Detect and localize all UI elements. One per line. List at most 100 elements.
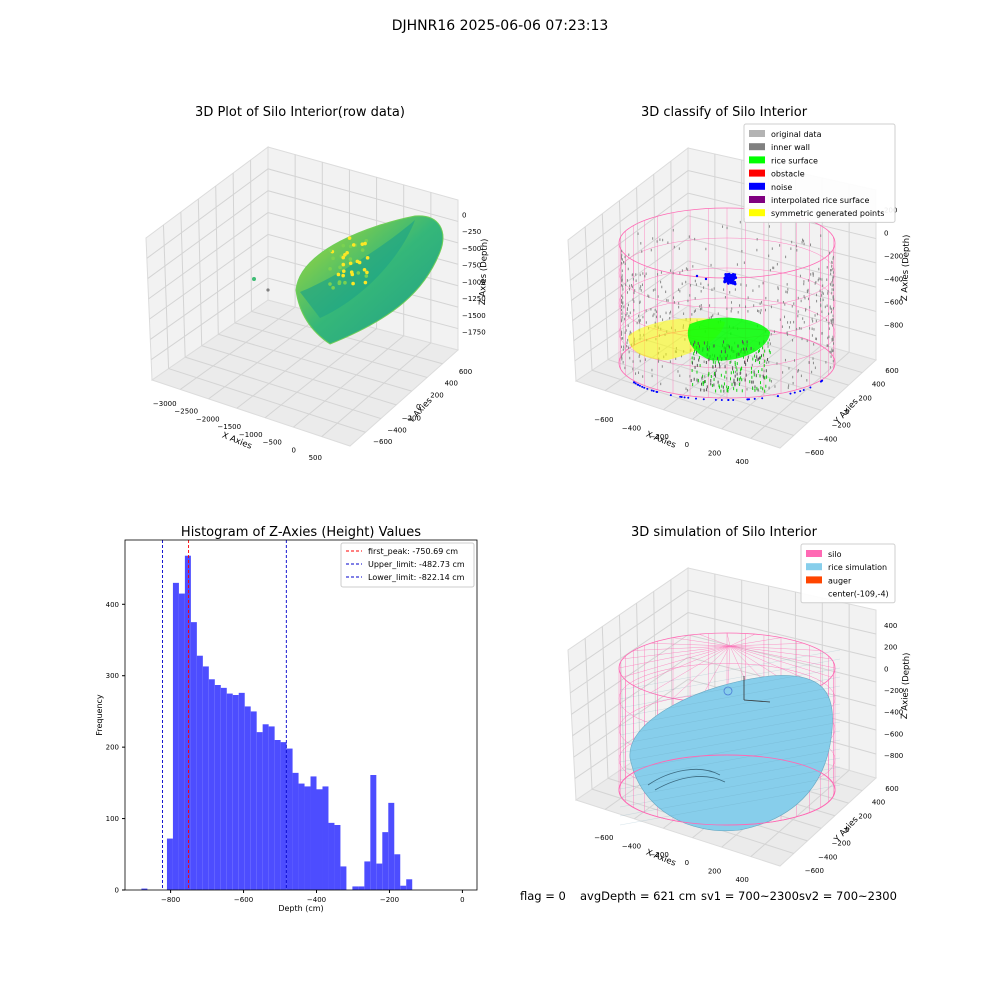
mesh-line	[619, 739, 841, 781]
y-tick-label: 0	[115, 887, 119, 895]
inner-wall-point	[747, 296, 749, 299]
rice-surface-point	[720, 389, 722, 393]
y-tick-label: −400	[387, 426, 406, 434]
inner-wall-point	[645, 321, 647, 324]
inner-wall-point	[826, 344, 828, 347]
inner-wall-point	[821, 291, 823, 294]
rice-surface-point	[713, 344, 715, 348]
inner-wall-point	[622, 288, 624, 291]
inner-wall-point	[805, 307, 807, 311]
inner-wall-point	[657, 295, 659, 298]
rice-surface-point	[741, 340, 743, 344]
rice-surface-point	[759, 374, 761, 378]
x-tick-label: 400	[735, 458, 748, 466]
rice-surface-point	[715, 374, 717, 378]
rice-simulation-surface	[629, 675, 833, 832]
rice-surface-point	[726, 388, 728, 392]
inner-wall-point	[624, 262, 626, 265]
inner-wall-point	[811, 317, 813, 321]
inner-wall-point	[830, 283, 832, 286]
inner-wall-point	[633, 300, 635, 303]
noise-point	[680, 395, 683, 398]
rice-surface-point	[736, 352, 738, 356]
rice-surface-point	[758, 349, 760, 353]
inner-wall-point	[815, 337, 817, 341]
inner-wall-point	[640, 242, 642, 245]
inner-wall-point	[656, 315, 658, 319]
inner-wall-point	[621, 319, 623, 323]
inner-wall-point	[779, 244, 781, 247]
inner-wall-point	[761, 300, 763, 304]
inner-wall-point	[632, 278, 634, 281]
rice-surface-point	[697, 378, 699, 382]
inner-wall-point	[799, 274, 801, 278]
inner-wall-point	[740, 283, 742, 286]
inner-wall-point	[689, 294, 691, 297]
rice-surface-point	[722, 385, 724, 389]
inner-wall-point	[632, 360, 634, 363]
rice-surface-point	[727, 389, 729, 393]
inner-wall-point	[700, 307, 702, 311]
silo-roof-ray	[622, 645, 731, 660]
data-point	[364, 238, 369, 243]
inner-wall-point	[627, 267, 629, 271]
inner-wall-point	[621, 305, 623, 308]
inner-wall-point	[681, 269, 683, 272]
inner-wall-point	[803, 295, 805, 298]
rice-surface-point	[718, 384, 720, 388]
inner-wall-point	[830, 355, 832, 358]
inner-wall-point	[785, 290, 787, 294]
inner-wall-point	[739, 381, 741, 385]
z-tick-label: −200	[884, 687, 903, 695]
data-point	[336, 272, 341, 277]
rice-surface-point	[745, 373, 747, 377]
classify-legend-swatch	[749, 182, 765, 190]
rice-surface-point	[705, 360, 707, 364]
rice-surface-point	[751, 380, 753, 384]
rice-surface-point	[754, 354, 756, 358]
inner-wall-point	[669, 316, 671, 320]
inner-wall-point	[621, 331, 623, 335]
rice-surface-point	[768, 349, 770, 353]
rice-surface-point	[751, 370, 753, 374]
histogram-bar	[304, 786, 311, 890]
rice-surface-point	[763, 376, 765, 380]
inner-wall-point	[792, 375, 794, 379]
rice-surface-point	[746, 343, 748, 347]
z-tick-label: −600	[884, 299, 903, 307]
inner-wall-point	[785, 255, 787, 259]
x-tick-label: 0	[292, 446, 296, 454]
inner-wall-point	[710, 263, 712, 267]
inner-wall-point	[621, 312, 623, 315]
inner-wall-point	[713, 287, 715, 290]
data-point	[328, 248, 333, 253]
rice-surface-point	[698, 344, 700, 348]
y-tick-label: 400	[445, 380, 458, 388]
inner-wall-point	[798, 327, 800, 330]
rice-surface-point	[723, 346, 725, 350]
inner-wall-point	[826, 266, 828, 269]
inner-wall-point	[820, 294, 822, 297]
inner-wall-point	[830, 269, 832, 272]
rice-surface-point	[749, 380, 751, 384]
rice-surface-point	[742, 341, 744, 345]
inner-wall-point	[639, 287, 641, 290]
rice-surface-point	[728, 345, 730, 349]
rice-surface-point	[750, 366, 752, 370]
inner-wall-point	[622, 348, 624, 351]
inner-wall-point	[832, 298, 834, 301]
inner-wall-point	[820, 299, 822, 302]
noise-point	[725, 279, 729, 283]
inner-wall-point	[786, 291, 788, 294]
x-tick-label: 0	[685, 441, 689, 449]
rice-surface-point	[729, 360, 731, 364]
rice-surface-point	[707, 341, 709, 345]
rice-surface-point	[696, 363, 698, 367]
inner-wall-point	[814, 282, 816, 285]
rice-surface-point	[754, 359, 756, 363]
inner-wall-point	[830, 268, 832, 272]
x-tick-label: −600	[594, 416, 613, 424]
inner-wall-point	[745, 305, 747, 309]
rice-surface-point	[714, 354, 716, 358]
